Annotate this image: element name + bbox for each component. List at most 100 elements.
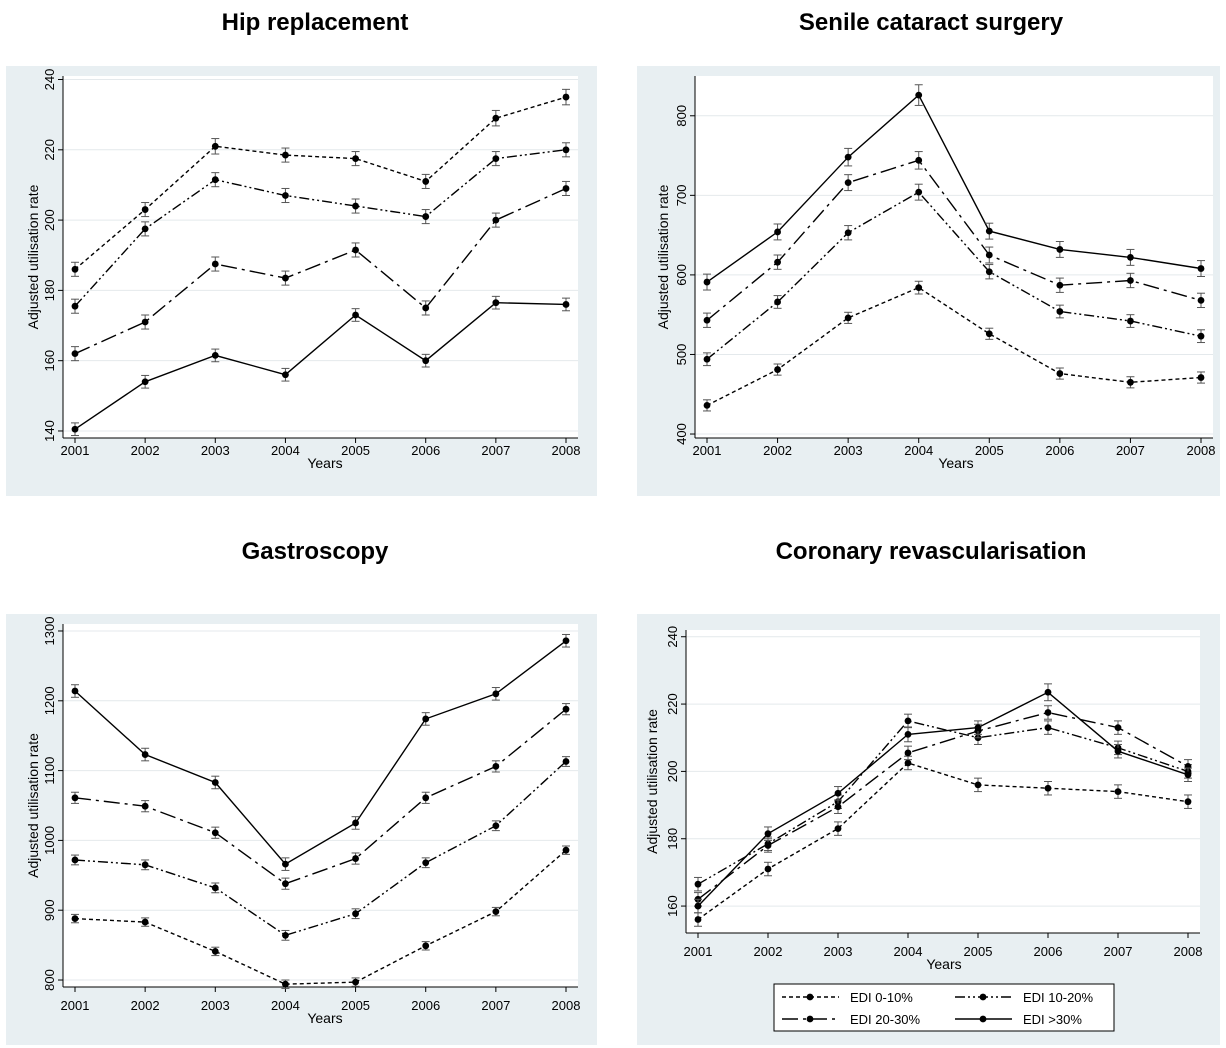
data-point-edi-gt-30	[71, 425, 79, 433]
data-point-edi-20-30	[492, 216, 500, 224]
data-point-edi-gt-30	[422, 715, 430, 723]
x-tick-label: 2003	[824, 944, 853, 959]
data-point-edi-0-10	[211, 142, 219, 150]
x-tick-label: 2004	[271, 443, 300, 458]
y-tick-label: 220	[42, 139, 57, 161]
x-tick-label: 2001	[61, 443, 90, 458]
data-point-edi-gt-30	[915, 91, 923, 99]
data-point-edi-10-20	[774, 298, 781, 306]
data-point-edi-10-20	[282, 931, 289, 939]
legend-label: EDI >30%	[1023, 1012, 1082, 1027]
data-point-edi-gt-30	[352, 819, 359, 827]
data-point-edi-0-10	[562, 846, 570, 854]
y-tick-label: 140	[42, 420, 57, 442]
chart-panel-4: Coronary revascularisation 160 180 200 220 24…	[637, 538, 1220, 1045]
x-tick-label: 2006	[1034, 944, 1063, 959]
data-point-edi-gt-30	[71, 687, 79, 695]
data-point-edi-gt-30	[764, 830, 772, 838]
data-point-edi-10-20	[71, 856, 79, 864]
data-point-edi-0-10	[834, 825, 842, 833]
data-point-edi-20-30	[562, 185, 570, 192]
chart-title: Senile cataract surgery	[799, 9, 1064, 36]
legend-marker	[979, 1015, 987, 1023]
data-point-edi-10-20	[1044, 724, 1052, 732]
y-tick-label: 700	[674, 184, 689, 206]
data-point-edi-0-10	[1044, 784, 1052, 792]
series-line-edi-0-10	[74, 96, 567, 270]
data-point-edi-20-30	[985, 251, 993, 259]
data-point-edi-0-10	[904, 759, 912, 767]
legend-label: EDI 20-30%	[850, 1012, 921, 1027]
series-line-edi-20-30	[74, 708, 567, 885]
data-point-edi-gt-30	[974, 724, 982, 732]
series-line-edi-20-30	[697, 711, 1189, 900]
x-tick-label: 2007	[1116, 443, 1145, 458]
data-point-edi-10-20	[352, 202, 359, 210]
data-point-edi-10-20	[915, 188, 923, 196]
data-point-edi-gt-30	[282, 371, 289, 379]
x-tick-label: 2001	[684, 944, 713, 959]
y-tick-label: 1000	[42, 826, 57, 855]
y-tick-label: 180	[665, 828, 680, 850]
data-point-edi-gt-30	[492, 690, 500, 698]
data-point-edi-10-20	[211, 176, 219, 184]
data-point-edi-10-20	[282, 192, 289, 199]
legend-marker	[979, 993, 987, 1001]
x-tick-label: 2005	[341, 443, 370, 458]
data-point-edi-gt-30	[834, 789, 842, 797]
y-tick-label: 500	[674, 344, 689, 366]
x-tick-label: 2005	[975, 443, 1004, 458]
data-point-edi-20-30	[1114, 724, 1122, 732]
data-point-edi-20-30	[904, 749, 912, 757]
x-tick-label: 2005	[964, 944, 993, 959]
data-point-edi-0-10	[492, 114, 500, 122]
data-point-edi-gt-30	[1044, 688, 1052, 696]
data-point-edi-20-30	[211, 829, 219, 837]
data-point-edi-0-10	[1056, 370, 1064, 377]
x-tick-label: 2008	[552, 443, 581, 458]
x-tick-label: 2006	[411, 998, 440, 1013]
x-tick-label: 2007	[1104, 944, 1133, 959]
data-point-edi-10-20	[422, 213, 430, 220]
data-point-edi-gt-30	[492, 299, 500, 307]
data-point-edi-gt-30	[1127, 253, 1134, 261]
x-tick-label: 2003	[201, 443, 230, 458]
data-point-edi-gt-30	[352, 311, 359, 319]
data-point-edi-gt-30	[562, 637, 570, 645]
y-tick-label: 1300	[42, 617, 57, 646]
data-point-edi-0-10	[974, 781, 982, 789]
data-point-edi-0-10	[1127, 378, 1134, 386]
data-point-edi-20-30	[1127, 277, 1134, 284]
data-point-edi-gt-30	[211, 779, 219, 786]
y-tick-label: 160	[665, 895, 680, 917]
data-point-edi-0-10	[71, 265, 79, 273]
y-axis-label: Adjusted utilisation rate	[25, 733, 41, 878]
y-tick-label: 900	[42, 899, 57, 921]
x-tick-label: 2005	[341, 998, 370, 1013]
data-point-edi-0-10	[352, 978, 359, 986]
x-tick-label: 2002	[763, 443, 792, 458]
data-point-edi-gt-30	[1114, 747, 1122, 755]
x-tick-label: 2003	[834, 443, 863, 458]
data-point-edi-20-30	[141, 802, 149, 810]
series-line-edi-10-20	[706, 191, 1202, 360]
x-tick-label: 2002	[131, 443, 160, 458]
data-point-edi-gt-30	[985, 227, 993, 235]
data-point-edi-gt-30	[211, 352, 219, 359]
series-line-edi-gt-30	[706, 93, 1202, 283]
series-line-edi-gt-30	[74, 301, 567, 430]
data-point-edi-0-10	[141, 206, 149, 213]
data-point-edi-10-20	[985, 268, 993, 276]
x-tick-label: 2004	[894, 944, 923, 959]
data-point-edi-gt-30	[1197, 265, 1205, 272]
data-point-edi-10-20	[562, 758, 570, 765]
y-tick-label: 200	[42, 209, 57, 231]
y-axis-label: Adjusted utilisation rate	[644, 709, 660, 854]
data-point-edi-10-20	[211, 884, 219, 892]
plot-area	[695, 76, 1213, 438]
data-point-edi-20-30	[211, 260, 219, 268]
x-tick-label: 2006	[411, 443, 440, 458]
data-point-edi-0-10	[915, 284, 923, 292]
data-point-edi-20-30	[71, 350, 79, 358]
series-line-edi-10-20	[74, 149, 567, 307]
